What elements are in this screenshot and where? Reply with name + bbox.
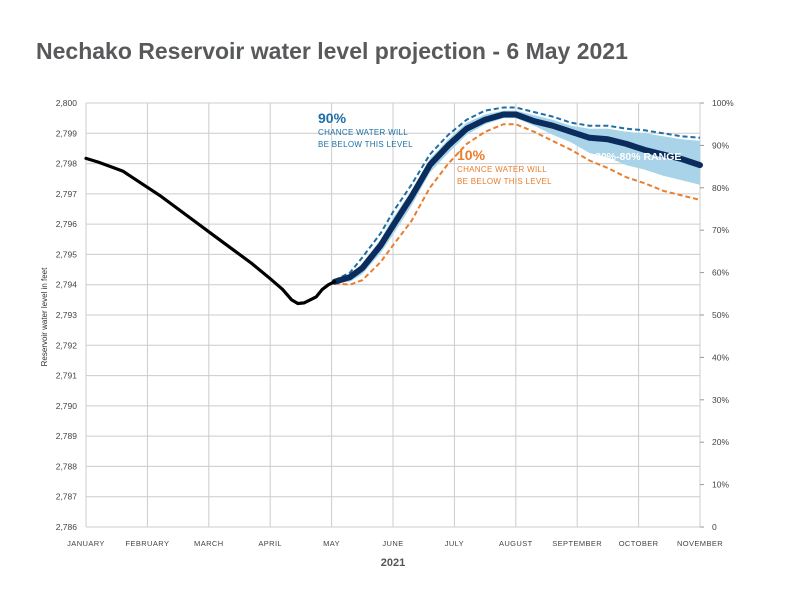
p10-annotation-pct: 10% bbox=[457, 147, 486, 163]
x-tick-label: AUGUST bbox=[499, 539, 533, 548]
y-tick-label: 2,796 bbox=[56, 219, 78, 229]
y-tick-label: 2,790 bbox=[56, 401, 78, 411]
y2-axis-ticks: 0 10% 20% 30% 40% 50% 60% 70% 80% 90% 100% bbox=[700, 98, 734, 532]
y-axis-label: Reservoir water level in feet bbox=[40, 267, 49, 366]
p10-annotation-line2: BE BELOW THIS LEVEL bbox=[457, 177, 552, 186]
y-tick-label: 2,792 bbox=[56, 340, 78, 350]
x-axis-label: 2021 bbox=[381, 557, 405, 569]
p10-annotation-line1: CHANCE WATER WILL bbox=[457, 165, 547, 174]
y-tick-label: 2,786 bbox=[56, 522, 78, 532]
series-line-median bbox=[331, 111, 703, 285]
p90-annotation-line2: BE BELOW THIS LEVEL bbox=[318, 140, 413, 149]
chart-title: Nechako Reservoir water level projection… bbox=[36, 38, 628, 64]
y-tick-label: 2,797 bbox=[56, 189, 78, 199]
x-tick-label: NOVEMBER bbox=[677, 539, 723, 548]
y-tick-label: 2,793 bbox=[56, 310, 78, 320]
x-tick-label: SEPTEMBER bbox=[552, 539, 602, 548]
x-axis-ticks: JANUARY FEBRUARY MARCH APRIL MAY JUNE JULY AUGU… bbox=[67, 539, 723, 548]
y2-tick-label: 40% bbox=[712, 352, 729, 362]
y-tick-label: 2,795 bbox=[56, 249, 78, 259]
x-tick-label: JUNE bbox=[382, 539, 403, 548]
y-tick-label: 2,794 bbox=[56, 280, 78, 290]
y-axis-ticks: 2,786 2,787 2,788 2,789 2,790 2,791 2,792 2,793… bbox=[56, 98, 78, 532]
series-lines bbox=[84, 106, 703, 306]
y2-tick-label: 0 bbox=[712, 522, 717, 532]
series-line-observed bbox=[84, 156, 337, 306]
y-tick-label: 2,791 bbox=[56, 371, 78, 381]
y2-tick-label: 60% bbox=[712, 268, 729, 278]
y-tick-label: 2,787 bbox=[56, 492, 78, 502]
p90-annotation-line1: CHANCE WATER WILL bbox=[318, 128, 408, 137]
y2-tick-label: 70% bbox=[712, 225, 729, 235]
y-tick-label: 2,798 bbox=[56, 159, 78, 169]
p90-annotation-pct: 90% bbox=[318, 110, 347, 126]
range-band-area bbox=[334, 110, 700, 283]
range-band bbox=[334, 110, 700, 283]
x-tick-label: FEBRUARY bbox=[125, 539, 169, 548]
y2-tick-label: 10% bbox=[712, 480, 729, 490]
y2-tick-label: 90% bbox=[712, 140, 729, 150]
grid bbox=[85, 102, 701, 528]
y2-tick-label: 100% bbox=[712, 98, 734, 108]
y2-tick-label: 50% bbox=[712, 310, 729, 320]
y-tick-label: 2,800 bbox=[56, 98, 78, 108]
x-tick-label: MAY bbox=[323, 539, 340, 548]
series-line-p90 bbox=[334, 106, 701, 282]
x-tick-label: JULY bbox=[445, 539, 464, 548]
x-tick-label: OCTOBER bbox=[619, 539, 659, 548]
y2-tick-label: 30% bbox=[712, 395, 729, 405]
x-tick-label: MARCH bbox=[194, 539, 224, 548]
series-line-p10 bbox=[334, 123, 701, 286]
y2-tick-label: 80% bbox=[712, 183, 729, 193]
y2-tick-label: 20% bbox=[712, 437, 729, 447]
x-tick-label: APRIL bbox=[258, 539, 282, 548]
x-tick-label: JANUARY bbox=[67, 539, 105, 548]
y-tick-label: 2,789 bbox=[56, 431, 78, 441]
y-tick-label: 2,788 bbox=[56, 461, 78, 471]
y-tick-label: 2,799 bbox=[56, 128, 78, 138]
range-band-label: 20%-80% RANGE bbox=[595, 151, 681, 163]
